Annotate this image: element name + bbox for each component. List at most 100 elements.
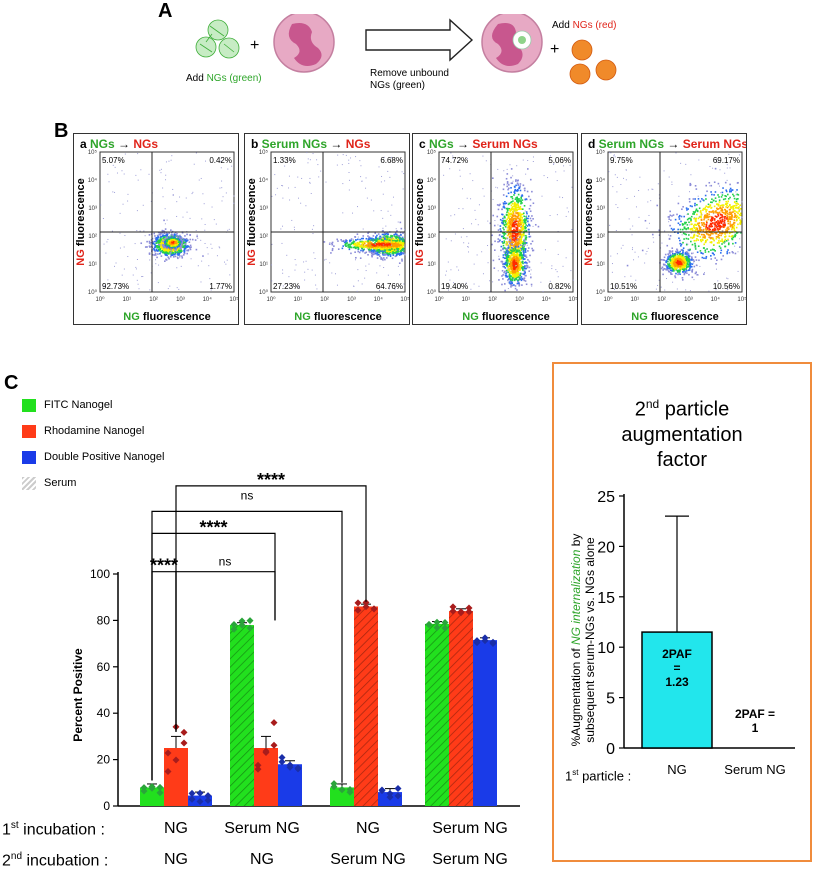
y-tick: 10⁵ (427, 149, 437, 156)
data-point (370, 605, 378, 613)
data-point (481, 634, 489, 642)
row1-label: 1st incubation : (2, 820, 105, 839)
group-label-first: NG (356, 820, 380, 837)
x-tick: 10⁴ (542, 296, 552, 303)
data-point (394, 792, 402, 800)
data-point (156, 789, 164, 797)
quadrant-percent: 74.72% (441, 156, 468, 165)
data-point (164, 767, 172, 775)
legend-fitc: FITC Nanogel (22, 398, 164, 412)
y-tick: 10¹ (88, 262, 97, 268)
data-point (362, 603, 370, 611)
data-point (386, 789, 394, 797)
x-axis-label: NG fluorescence (462, 311, 549, 323)
paf-serum-label: 1 (752, 721, 759, 735)
add-ng-red-label: Add NGs (red) (552, 20, 617, 31)
y-tick: 10⁴ (88, 177, 98, 184)
bar (254, 748, 278, 806)
quadrant-percent: 64.76% (376, 282, 403, 291)
data-point (449, 603, 457, 611)
quadrant-percent: 1.77% (209, 282, 232, 291)
data-point (489, 640, 497, 648)
data-point (270, 741, 278, 749)
legend: FITC Nanogel Rhodamine Nanogel Double Po… (22, 398, 164, 490)
panel-b-label: B (54, 120, 69, 142)
y-tick: 10¹ (427, 262, 436, 268)
bar-hatch (449, 611, 473, 806)
y-tick: 10⁰ (88, 289, 98, 296)
paf-bar-label: 2PAF (662, 647, 692, 661)
x-tick: 10⁴ (374, 296, 384, 303)
legend-serum: Serum (22, 476, 164, 490)
flow-plot-a: a NGs → NGs 5.07% 0.42% 92.73% 1.77% 10⁰ 10⁰ 10… (73, 133, 239, 325)
data-point (188, 795, 196, 803)
y-tick: 10² (596, 234, 605, 240)
paf-y-tick: 5 (606, 691, 615, 708)
data-point (286, 761, 294, 769)
x-axis-label: NG fluorescence (631, 311, 718, 323)
data-point (441, 619, 449, 627)
data-point (172, 756, 180, 764)
data-point (394, 784, 402, 792)
x-tick: 10² (320, 297, 329, 303)
paf-serum-label: 2PAF = (735, 707, 775, 721)
data-point (238, 621, 246, 629)
data-point (270, 719, 278, 727)
data-point (262, 748, 270, 756)
x-tick: 10³ (515, 297, 524, 303)
data-point (246, 617, 254, 625)
group-label-second: NG (164, 851, 188, 868)
quadrant-percent: 10.56% (713, 282, 740, 291)
data-point (164, 749, 172, 757)
paf-bar-label: 1.23 (665, 675, 689, 689)
bar-hatch (354, 606, 378, 806)
flow-plot-d: d Serum NGs → Serum NGs 9.75% 69.17% 10.51%… (581, 133, 748, 325)
quadrant-percent: 27.23% (273, 282, 300, 291)
data-point (465, 608, 473, 616)
quadrant-percent: 1.33% (273, 156, 296, 165)
panel-a-label: A (158, 0, 173, 22)
bar-hatch (425, 623, 449, 806)
significance-bracket (151, 510, 343, 783)
paf-y-label-2: subsequent serum-NGs vs. NGs alone (583, 537, 597, 743)
flow-plot-b: b Serum NGs → NGs 1.33% 6.68% 27.23% 64.76% 1… (244, 133, 410, 325)
y-tick: 10⁴ (259, 177, 269, 184)
data-point (362, 599, 370, 607)
x-axis-label: NG fluorescence (294, 311, 381, 323)
quadrant-percent: 10.51% (610, 282, 637, 291)
data-point (354, 599, 362, 607)
y-tick: 10³ (427, 206, 436, 212)
quadrant-percent: 69.17% (713, 156, 740, 165)
y-tick: 10⁵ (596, 149, 606, 156)
y-tick: 10⁴ (596, 177, 606, 184)
x-tick: 10¹ (630, 297, 639, 303)
significance-bracket (175, 571, 276, 732)
y-tick-label: 60 (97, 660, 111, 674)
data-point (204, 796, 212, 804)
y-tick-label: 100 (90, 567, 110, 581)
data-point (196, 789, 204, 797)
x-tick: 10⁴ (203, 296, 213, 303)
group-label-first: Serum NG (224, 820, 300, 837)
x-tick: 10² (488, 297, 497, 303)
y-tick: 10³ (88, 206, 97, 212)
significance-label: ns (241, 488, 254, 502)
x-tick: 10³ (684, 297, 693, 303)
y-tick: 10⁵ (259, 149, 269, 156)
data-point (433, 618, 441, 626)
green-nanogel-icon (195, 19, 240, 59)
y-axis-label: NG fluorescence (583, 178, 595, 265)
panel-a-schematic: + Remove unbound NGs (green) + (195, 14, 617, 91)
data-point (156, 783, 164, 791)
quadrant-percent: 0.42% (209, 156, 232, 165)
paf-y-tick: 10 (597, 640, 615, 657)
paf-category-label: Serum NG (724, 762, 785, 777)
data-point (196, 797, 204, 805)
y-tick: 10² (427, 234, 436, 240)
augmentation-panel (552, 362, 812, 862)
data-point (294, 764, 302, 772)
flow-plot-c: c NGs → Serum NGs 74.72% 5.06% 19.40% 0.82% 1… (412, 133, 578, 325)
data-point (180, 739, 188, 747)
y-tick: 10⁰ (596, 289, 606, 296)
